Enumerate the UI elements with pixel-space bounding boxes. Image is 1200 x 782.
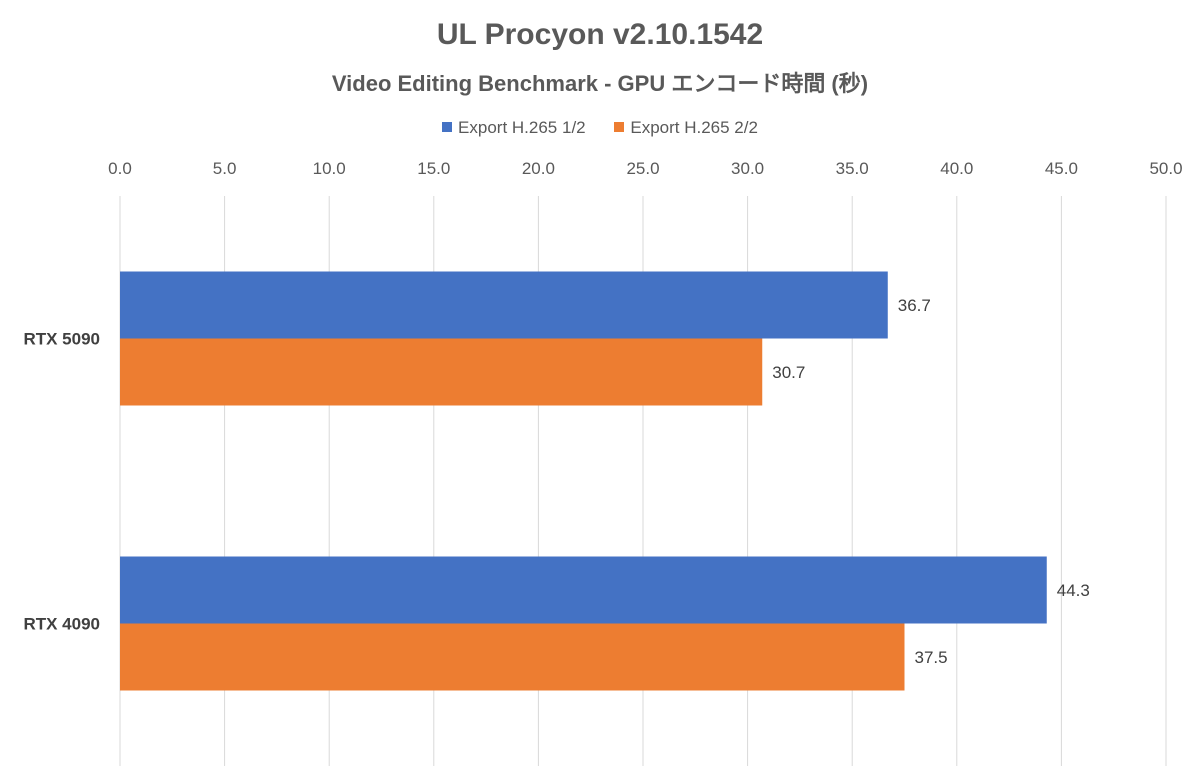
bar bbox=[120, 556, 1047, 624]
data-label: 37.5 bbox=[915, 648, 948, 667]
x-tick-label: 0.0 bbox=[108, 159, 132, 178]
data-label: 36.7 bbox=[898, 296, 931, 315]
category-label: RTX 4090 bbox=[23, 615, 100, 634]
legend-entry-series-1: Export H.265 1/2 bbox=[442, 118, 586, 138]
x-tick-label: 50.0 bbox=[1149, 159, 1182, 178]
chart-subtitle: Video Editing Benchmark - GPU エンコード時間 (秒… bbox=[331, 71, 869, 96]
data-label: 44.3 bbox=[1057, 581, 1090, 600]
bars: 36.7 30.7 44.3 37.5 bbox=[120, 271, 1090, 691]
bar bbox=[120, 271, 888, 339]
x-tick-label: 5.0 bbox=[213, 159, 237, 178]
x-tick-label: 30.0 bbox=[731, 159, 764, 178]
data-label: 30.7 bbox=[772, 363, 805, 382]
bar bbox=[120, 338, 763, 406]
x-tick-label: 25.0 bbox=[626, 159, 659, 178]
legend-label-series-1: Export H.265 1/2 bbox=[458, 118, 586, 137]
bar bbox=[120, 623, 905, 691]
x-tick-label: 10.0 bbox=[313, 159, 346, 178]
legend-entry-series-2: Export H.265 2/2 bbox=[614, 118, 758, 138]
legend-swatch-series-2 bbox=[614, 122, 625, 132]
x-axis-ticks: 0.0 5.0 10.0 15.0 20.0 25.0 30.0 35.0 40.0 45.0 50… bbox=[108, 159, 1182, 178]
legend-label-series-2: Export H.265 2/2 bbox=[630, 118, 758, 137]
category-label: RTX 5090 bbox=[23, 330, 100, 349]
x-tick-label: 35.0 bbox=[836, 159, 869, 178]
x-tick-label: 20.0 bbox=[522, 159, 555, 178]
legend: Export H.265 1/2 Export H.265 2/2 bbox=[0, 118, 1200, 138]
chart-title: UL Procyon v2.10.1542 bbox=[436, 18, 764, 51]
x-tick-label: 45.0 bbox=[1045, 159, 1078, 178]
x-tick-label: 15.0 bbox=[417, 159, 450, 178]
category-labels: RTX 5090 RTX 4090 bbox=[23, 330, 100, 634]
legend-swatch-series-1 bbox=[442, 122, 453, 132]
x-tick-label: 40.0 bbox=[940, 159, 973, 178]
